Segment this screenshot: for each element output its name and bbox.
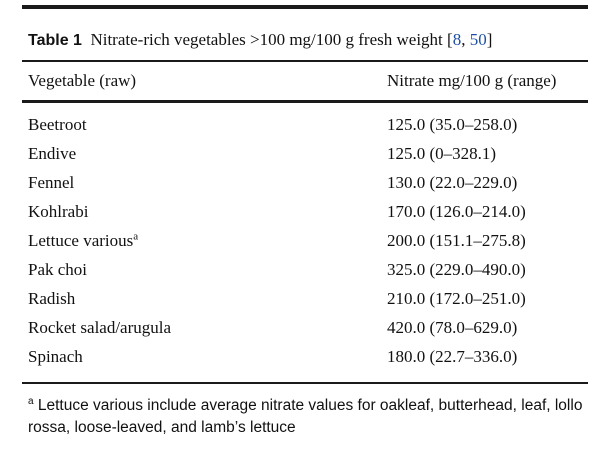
caption-close: ] bbox=[486, 30, 493, 49]
table-row: Spinach 180.0 (22.7–336.0) bbox=[22, 343, 588, 372]
vegetable-cell: Beetroot bbox=[28, 115, 87, 134]
nitrate-cell: 170.0 (126.0–214.0) bbox=[387, 202, 526, 221]
header-top-rule bbox=[22, 60, 588, 62]
footnote-marker: a bbox=[133, 230, 139, 243]
vegetable-cell: Kohlrabi bbox=[28, 202, 89, 221]
table-label: Table 1 bbox=[28, 32, 82, 49]
table-body: Beetroot 125.0 (35.0–258.0) Endive 125.0… bbox=[22, 111, 588, 372]
table-row: Pak choi 325.0 (229.0–490.0) bbox=[22, 256, 588, 285]
table-row: Fennel 130.0 (22.0–229.0) bbox=[22, 169, 588, 198]
vegetable-cell: Pak choi bbox=[28, 260, 88, 279]
vegetable-cell: Radish bbox=[28, 289, 76, 308]
reference-link-8[interactable]: 8 bbox=[452, 30, 462, 49]
reference-link-50[interactable]: 50 bbox=[469, 30, 487, 49]
nitrate-cell: 125.0 (0–328.1) bbox=[387, 144, 497, 163]
table-row: Lettuce variousa 200.0 (151.1–275.8) bbox=[22, 227, 588, 256]
footnote-marker: a bbox=[28, 395, 34, 407]
vegetable-cell: Fennel bbox=[28, 173, 75, 192]
table-row: Kohlrabi 170.0 (126.0–214.0) bbox=[22, 198, 588, 227]
table-bottom-rule bbox=[22, 382, 588, 384]
column-header-vegetable: Vegetable (raw) bbox=[28, 71, 137, 90]
vegetable-cell: Rocket salad/arugula bbox=[28, 318, 172, 337]
nitrate-cell: 125.0 (35.0–258.0) bbox=[387, 115, 518, 134]
vegetable-cell: Spinach bbox=[28, 347, 83, 366]
header-bottom-rule bbox=[22, 100, 588, 103]
table-row: Endive 125.0 (0–328.1) bbox=[22, 140, 588, 169]
column-header-nitrate: Nitrate mg/100 g (range) bbox=[387, 71, 557, 90]
table-caption: Table 1 Nitrate-rich vegetables >100 mg/… bbox=[28, 30, 492, 50]
footnote-text: Lettuce various include average nitrate … bbox=[28, 397, 583, 436]
nitrate-cell: 180.0 (22.7–336.0) bbox=[387, 347, 518, 366]
caption-text: Nitrate-rich vegetables >100 mg/100 g fr… bbox=[90, 30, 453, 49]
vegetable-cell: Lettuce variousa bbox=[28, 230, 139, 250]
nitrate-cell: 325.0 (229.0–490.0) bbox=[387, 260, 526, 279]
nitrate-cell: 200.0 (151.1–275.8) bbox=[387, 231, 526, 250]
table-row: Radish 210.0 (172.0–251.0) bbox=[22, 285, 588, 314]
table-row: Beetroot 125.0 (35.0–258.0) bbox=[22, 111, 588, 140]
nitrate-cell: 420.0 (78.0–629.0) bbox=[387, 318, 518, 337]
top-rule bbox=[22, 5, 588, 9]
table-row: Rocket salad/arugula 420.0 (78.0–629.0) bbox=[22, 314, 588, 343]
caption-separator: , bbox=[461, 30, 470, 49]
vegetable-cell: Endive bbox=[28, 144, 77, 163]
nitrate-cell: 130.0 (22.0–229.0) bbox=[387, 173, 518, 192]
nitrate-cell: 210.0 (172.0–251.0) bbox=[387, 289, 526, 308]
table-footnote: a Lettuce various include average nitrat… bbox=[28, 395, 588, 439]
